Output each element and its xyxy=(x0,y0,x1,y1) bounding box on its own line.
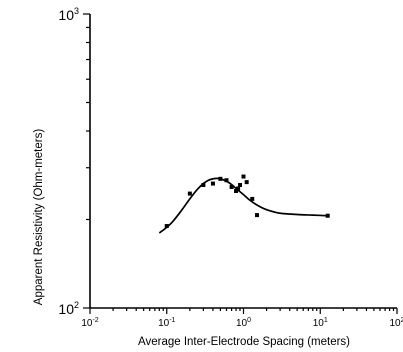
data-point xyxy=(255,213,260,218)
data-point xyxy=(218,176,223,181)
x-tick-label: 10-1 xyxy=(158,317,175,329)
data-point xyxy=(224,178,229,183)
data-point xyxy=(241,174,246,179)
fit-curve-layer xyxy=(158,177,328,234)
data-point xyxy=(210,181,215,186)
x-tick-label: 101 xyxy=(313,317,328,329)
data-points-layer xyxy=(164,174,330,229)
data-point xyxy=(237,183,242,188)
data-point xyxy=(201,183,206,188)
data-point xyxy=(234,189,239,194)
data-point xyxy=(187,191,192,196)
data-point xyxy=(250,196,255,201)
x-tick-label: 10-2 xyxy=(81,317,98,329)
data-point xyxy=(325,213,330,218)
y-tick-label: 102 xyxy=(58,300,79,317)
y-tick-label: 103 xyxy=(58,6,79,23)
data-point xyxy=(244,180,249,185)
fit-curve xyxy=(158,177,328,234)
data-point xyxy=(229,184,234,189)
x-tick-label: 100 xyxy=(236,317,251,329)
x-tick-label: 102 xyxy=(389,317,403,329)
x-axis-ticks: 10-2 10-1 100 101 102 xyxy=(81,308,403,329)
x-axis-label: Average Inter-Electrode Spacing (meters) xyxy=(138,336,350,348)
y-axis-ticks: 102 103 xyxy=(58,6,90,317)
axes xyxy=(89,14,397,309)
y-axis-label: Apparent Resistivity (Ohm-meters) xyxy=(33,129,45,306)
data-point xyxy=(164,224,169,229)
data-point xyxy=(236,186,241,191)
